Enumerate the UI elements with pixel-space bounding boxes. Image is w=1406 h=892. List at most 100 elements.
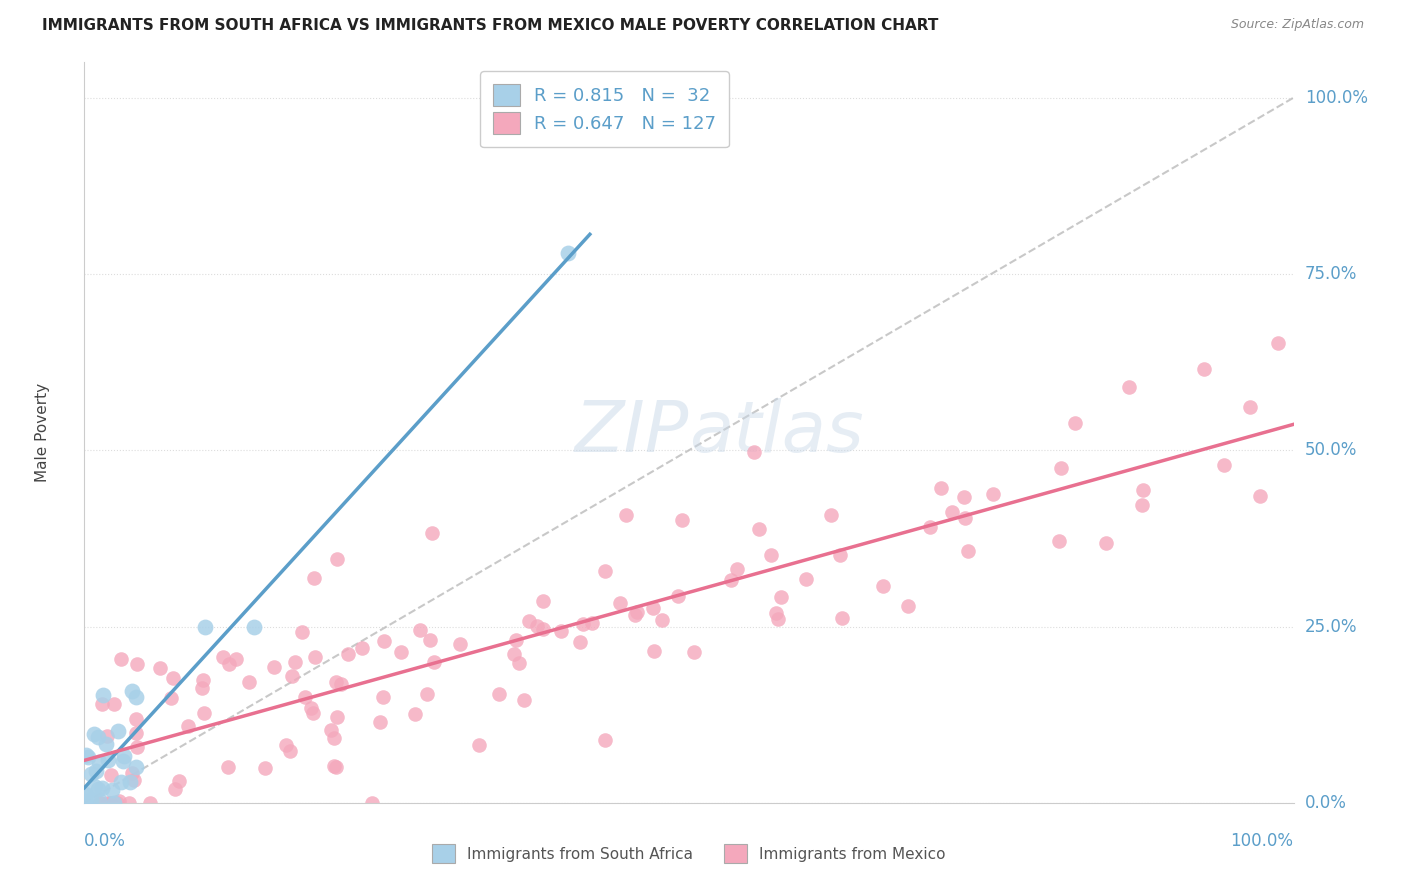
Point [671,513,693,527]
Point [302,706,325,720]
Point [103,796,125,810]
Point [368,714,391,729]
Point [100,796,122,810]
Point [770,591,793,605]
Point [1132,483,1154,498]
Point [326,710,349,724]
Point [419,633,441,648]
Point [1118,380,1140,394]
Point [794,572,817,586]
Point [325,760,347,774]
Point [929,481,952,495]
Point [513,692,536,706]
Point [1063,416,1085,430]
Point [404,706,426,721]
Point [125,690,148,704]
Point [165,781,187,796]
Text: 0.0%: 0.0% [1305,794,1347,812]
Point [274,739,297,753]
Point [371,690,394,705]
Point [508,657,530,671]
Point [291,625,314,640]
Point [581,616,603,631]
Point [75,796,97,810]
Point [87,755,110,769]
Point [86,764,108,779]
Point [409,623,432,637]
Point [86,782,108,797]
Point [225,652,247,666]
Text: 100.0%: 100.0% [1230,832,1294,850]
Point [953,490,976,504]
Text: Source: ZipAtlas.com: Source: ZipAtlas.com [1230,18,1364,31]
Point [75,796,97,810]
Point [720,573,742,587]
Point [83,726,105,740]
Point [531,594,554,608]
Point [323,731,346,746]
Point [79,793,101,807]
Legend: Immigrants from South Africa, Immigrants from Mexico: Immigrants from South Africa, Immigrants… [426,838,952,869]
Point [624,607,647,622]
Point [1192,361,1215,376]
Point [319,723,342,737]
Point [118,774,141,789]
Text: 50.0%: 50.0% [1305,442,1357,459]
Point [108,793,131,807]
Point [651,613,673,627]
Point [73,788,96,802]
Point [89,796,111,810]
Point [1095,536,1118,550]
Point [162,672,184,686]
Point [742,445,765,459]
Point [571,616,593,631]
Point [118,796,141,810]
Point [191,681,214,695]
Point [1212,458,1234,472]
Point [217,760,239,774]
Point [641,600,664,615]
Text: 25.0%: 25.0% [1305,617,1357,635]
Point [302,571,325,585]
Point [193,706,215,720]
Point [294,690,316,705]
Point [326,551,349,566]
Point [683,645,706,659]
Point [766,612,789,626]
Point [125,739,148,754]
Point [91,780,114,795]
Point [449,637,471,651]
Point [75,748,97,763]
Point [748,522,770,536]
Point [242,619,264,633]
Point [569,635,592,649]
Point [831,611,853,625]
Point [77,750,100,764]
Point [122,772,145,787]
Point [416,687,439,701]
Point [593,733,616,747]
Text: atlas: atlas [689,398,863,467]
Text: 100.0%: 100.0% [1305,88,1368,107]
Point [941,505,963,519]
Point [1047,533,1070,548]
Point [872,579,894,593]
Point [90,698,112,712]
Point [121,766,143,780]
Point [389,645,412,659]
Point [167,774,190,789]
Point [96,796,118,810]
Point [336,647,359,661]
Point [955,511,977,525]
Point [160,691,183,706]
Point [121,683,143,698]
Point [149,661,172,675]
Point [80,767,103,781]
Point [124,712,146,726]
Point [101,783,124,797]
Point [112,755,135,769]
Point [89,796,111,810]
Point [505,632,527,647]
Point [325,674,347,689]
Point [373,633,395,648]
